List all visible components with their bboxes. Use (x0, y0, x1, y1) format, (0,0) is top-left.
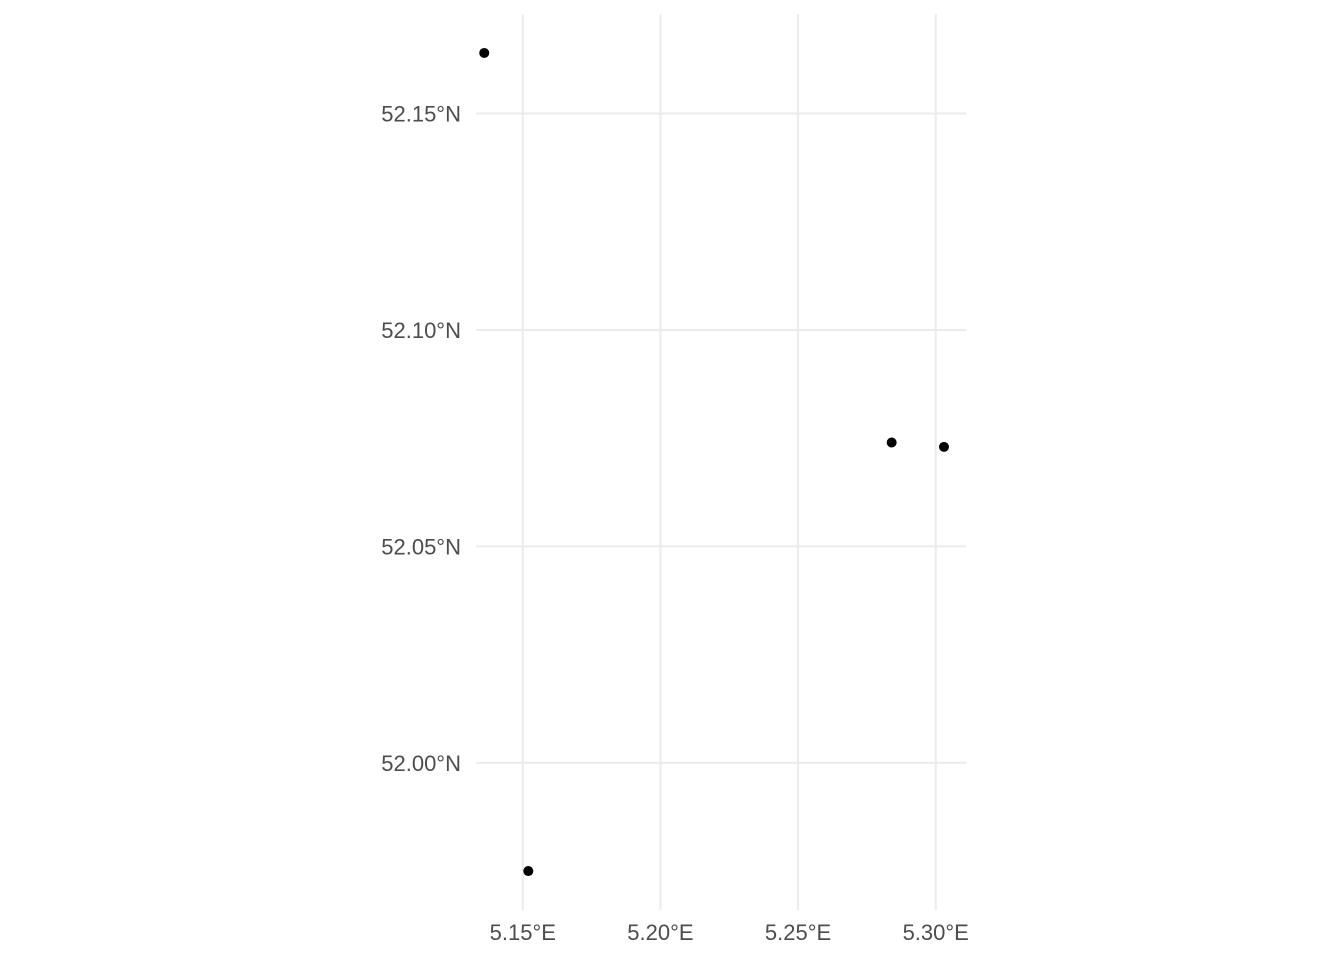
location-points (479, 47, 949, 877)
y-tick-label-3: 52.15°N (381, 102, 461, 127)
x-tick-label-3: 5.30°E (903, 920, 969, 945)
x-tick-label-1: 5.20°E (627, 920, 693, 945)
location-point-1 (886, 437, 897, 448)
x-axis-labels: 5.15°E 5.20°E 5.25°E 5.30°E (490, 920, 969, 945)
y-tick-label-2: 52.10°N (381, 318, 461, 343)
x-tick-label-2: 5.25°E (765, 920, 831, 945)
location-point-3 (523, 866, 534, 877)
y-tick-label-1: 52.05°N (381, 534, 461, 559)
x-tick-label-0: 5.15°E (490, 920, 556, 945)
graticule (476, 14, 966, 910)
y-tick-label-0: 52.00°N (381, 751, 461, 776)
location-point-0 (479, 47, 490, 58)
location-point-2 (938, 441, 949, 452)
y-axis-labels: 52.00°N 52.05°N 52.10°N 52.15°N (381, 102, 461, 776)
